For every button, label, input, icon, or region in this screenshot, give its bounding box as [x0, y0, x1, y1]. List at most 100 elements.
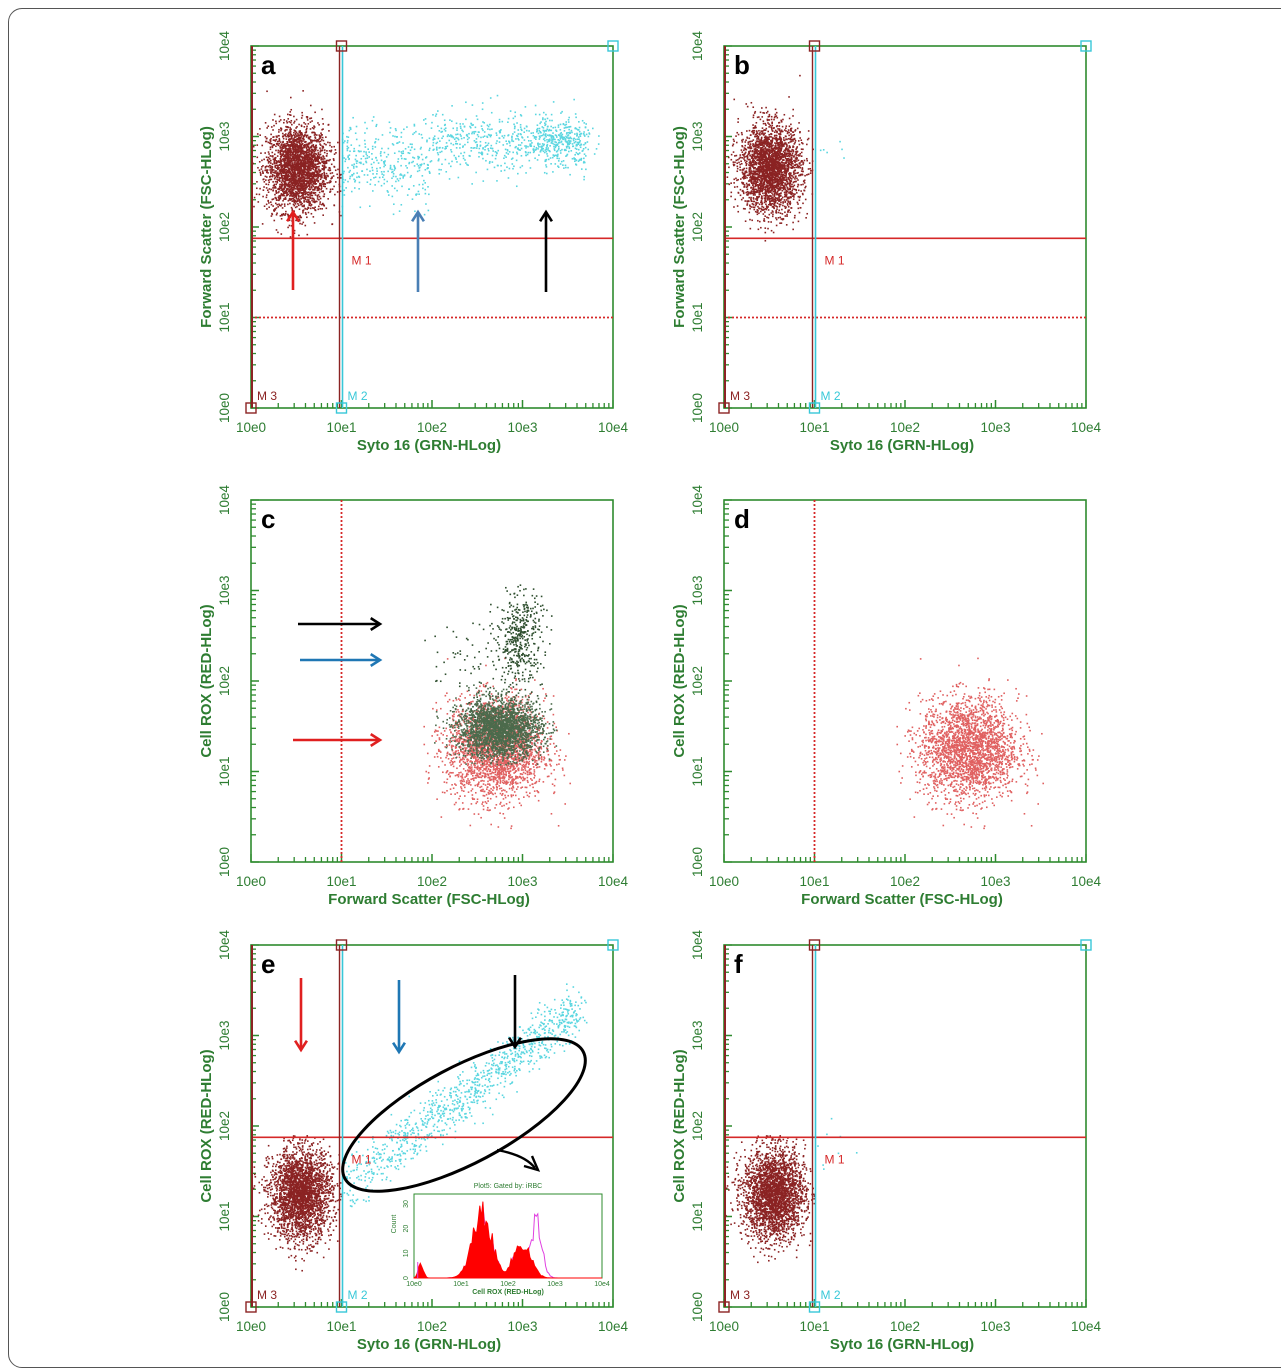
scatter-point: [326, 150, 328, 152]
scatter-point: [543, 130, 545, 132]
scatter-point: [553, 101, 555, 103]
scatter-point: [303, 153, 305, 155]
scatter-point: [545, 114, 547, 116]
scatter-point: [347, 167, 349, 169]
scatter-point: [456, 143, 458, 145]
scatter-point: [545, 134, 547, 136]
scatter-point: [467, 141, 469, 143]
scatter-point: [311, 186, 313, 188]
scatter-point: [328, 124, 330, 126]
scatter-point: [334, 194, 336, 196]
scatter-point: [308, 145, 310, 147]
scatter-point: [463, 155, 465, 157]
scatter-point: [301, 133, 303, 135]
scatter-point: [348, 158, 350, 160]
scatter-point: [491, 112, 493, 114]
scatter-point: [272, 129, 274, 131]
scatter-point: [745, 139, 747, 141]
scatter-point: [322, 169, 324, 171]
scatter-point: [435, 115, 437, 117]
scatter-point: [574, 154, 576, 156]
scatter-point: [394, 152, 396, 154]
scatter-point: [765, 240, 767, 242]
scatter-point: [265, 122, 267, 124]
scatter-point: [359, 176, 361, 178]
scatter-point: [544, 130, 546, 132]
scatter-point: [547, 155, 549, 157]
scatter-point: [805, 199, 807, 201]
scatter-point: [560, 138, 562, 140]
scatter-point: [322, 118, 324, 120]
scatter-point: [281, 233, 283, 235]
scatter-point: [471, 183, 473, 185]
scatter-point: [259, 128, 261, 130]
scatter-point: [441, 151, 443, 153]
scatter-point: [291, 194, 293, 196]
scatter-point: [561, 161, 563, 163]
scatter-point: [532, 149, 534, 151]
scatter-point: [301, 146, 303, 148]
scatter-point: [312, 192, 314, 194]
scatter-point: [379, 177, 381, 179]
scatter-point: [442, 114, 444, 116]
scatter-point: [529, 152, 531, 154]
scatter-point: [409, 152, 411, 154]
scatter-point: [329, 150, 331, 152]
scatter-point: [432, 139, 434, 141]
scatter-point: [596, 148, 598, 150]
scatter-point: [478, 156, 480, 158]
scatter-point: [432, 114, 434, 116]
scatter-point: [330, 181, 332, 183]
scatter-point: [292, 185, 294, 187]
scatter-point: [472, 104, 474, 106]
scatter-point: [284, 177, 286, 179]
scatter-point: [552, 127, 554, 129]
scatter-point: [794, 215, 796, 217]
scatter-point: [292, 154, 294, 156]
scatter-point: [447, 134, 449, 136]
scatter-point: [419, 170, 421, 172]
scatter-point: [309, 148, 311, 150]
scatter-point: [539, 138, 541, 140]
scatter-point: [296, 132, 298, 134]
scatter-point: [371, 163, 373, 165]
scatter-point: [364, 143, 366, 145]
scatter-point: [425, 193, 427, 195]
scatter-point: [488, 134, 490, 136]
scatter-point: [274, 159, 276, 161]
scatter-point: [349, 130, 351, 132]
scatter-point: [311, 142, 313, 144]
scatter-point: [583, 131, 585, 133]
scatter-point: [424, 182, 426, 184]
scatter-point: [291, 161, 293, 163]
scatter-point: [263, 159, 265, 161]
scatter-point: [272, 155, 274, 157]
scatter-point: [326, 207, 328, 209]
scatter-point: [757, 190, 759, 192]
scatter-point: [291, 207, 293, 209]
scatter-point: [415, 131, 417, 133]
scatter-point: [553, 137, 555, 139]
scatter-point: [288, 174, 290, 176]
scatter-point: [350, 128, 352, 130]
scatter-point: [512, 168, 514, 170]
scatter-point: [757, 181, 759, 183]
scatter-point: [306, 128, 308, 130]
scatter-point: [783, 137, 785, 139]
scatter-point: [513, 124, 515, 126]
scatter-point: [287, 150, 289, 152]
scatter-point: [580, 146, 582, 148]
scatter-point: [525, 151, 527, 153]
scatter-point: [271, 152, 273, 154]
scatter-point: [327, 176, 329, 178]
scatter-point: [276, 179, 278, 181]
scatter-point: [276, 207, 278, 209]
scatter-point: [560, 112, 562, 114]
scatter-point: [293, 141, 295, 143]
scatter-point: [502, 135, 504, 137]
scatter-point: [321, 109, 323, 111]
scatter-point: [364, 122, 366, 124]
scatter-point: [558, 146, 560, 148]
scatter-point: [408, 188, 410, 190]
scatter-point: [353, 173, 355, 175]
